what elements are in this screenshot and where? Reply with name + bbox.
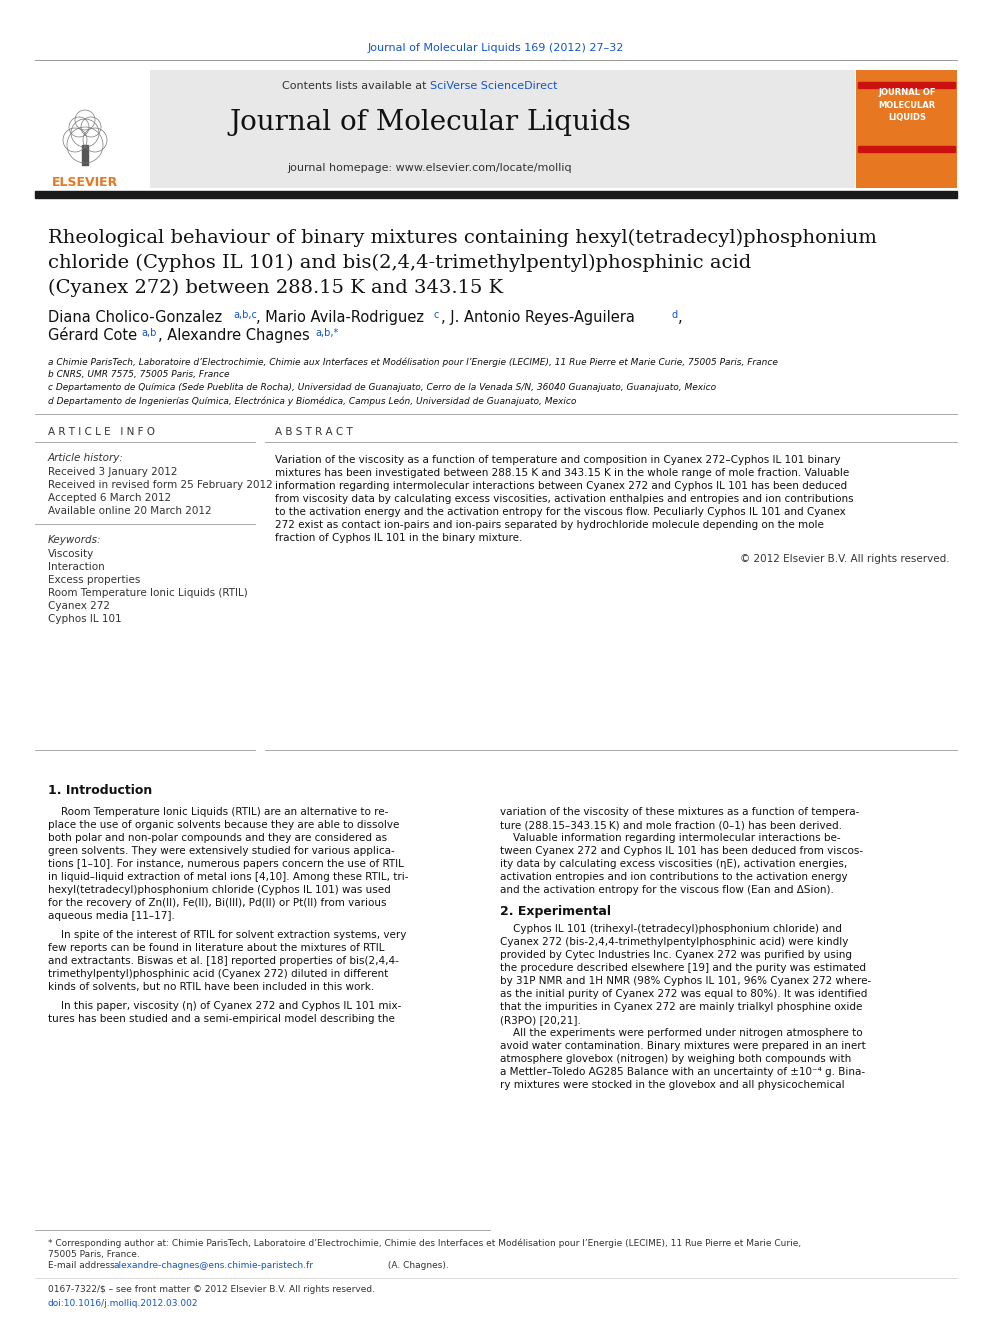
Text: b CNRS, UMR 7575, 75005 Paris, France: b CNRS, UMR 7575, 75005 Paris, France: [48, 370, 229, 380]
Text: (Cyanex 272) between 288.15 K and 343.15 K: (Cyanex 272) between 288.15 K and 343.15…: [48, 279, 503, 298]
Text: provided by Cytec Industries Inc. Cyanex 272 was purified by using: provided by Cytec Industries Inc. Cyanex…: [500, 950, 852, 960]
Text: Journal of Molecular Liquids: Journal of Molecular Liquids: [229, 110, 631, 136]
Text: Article history:: Article history:: [48, 452, 124, 463]
Text: and the activation entropy for the viscous flow (Ean and ΔSion).: and the activation entropy for the visco…: [500, 885, 834, 894]
Text: A R T I C L E   I N F O: A R T I C L E I N F O: [48, 427, 155, 437]
Text: tions [1–10]. For instance, numerous papers concern the use of RTIL: tions [1–10]. For instance, numerous pap…: [48, 859, 404, 869]
Text: Gérard Cote: Gérard Cote: [48, 328, 137, 343]
Text: Cyanex 272: Cyanex 272: [48, 601, 110, 611]
Text: aqueous media [11–17].: aqueous media [11–17].: [48, 912, 175, 921]
Text: Cyphos IL 101 (trihexyl-(tetradecyl)phosphonium chloride) and: Cyphos IL 101 (trihexyl-(tetradecyl)phos…: [500, 923, 842, 934]
Text: trimethylpentyl)phosphinic acid (Cyanex 272) diluted in different: trimethylpentyl)phosphinic acid (Cyanex …: [48, 968, 388, 979]
Text: In spite of the interest of RTIL for solvent extraction systems, very: In spite of the interest of RTIL for sol…: [48, 930, 407, 941]
Text: tween Cyanex 272 and Cyphos IL 101 has been deduced from viscos-: tween Cyanex 272 and Cyphos IL 101 has b…: [500, 845, 863, 856]
Text: information regarding intermolecular interactions between Cyanex 272 and Cyphos : information regarding intermolecular int…: [275, 482, 847, 491]
Text: Journal of Molecular Liquids 169 (2012) 27–32: Journal of Molecular Liquids 169 (2012) …: [368, 44, 624, 53]
Text: ELSEVIER: ELSEVIER: [52, 176, 118, 188]
Bar: [65, 70, 855, 188]
Text: to the activation energy and the activation entropy for the viscous flow. Peculi: to the activation energy and the activat…: [275, 507, 846, 517]
Text: Rheological behaviour of binary mixtures containing hexyl(tetradecyl)phosphonium: Rheological behaviour of binary mixtures…: [48, 229, 877, 247]
Text: green solvents. They were extensively studied for various applica-: green solvents. They were extensively st…: [48, 845, 395, 856]
Text: Viscosity: Viscosity: [48, 549, 94, 560]
Text: ity data by calculating excess viscosities (ηE), activation energies,: ity data by calculating excess viscositi…: [500, 859, 847, 869]
Text: Received in revised form 25 February 2012: Received in revised form 25 February 201…: [48, 480, 273, 490]
Text: the procedure described elsewhere [19] and the purity was estimated: the procedure described elsewhere [19] a…: [500, 963, 866, 972]
Text: c Departamento de Química (Sede Pueblita de Rocha), Universidad de Guanajuato, C: c Departamento de Química (Sede Pueblita…: [48, 384, 716, 393]
Bar: [858, 146, 955, 152]
Text: Valuable information regarding intermolecular interactions be-: Valuable information regarding intermole…: [500, 833, 840, 843]
Text: Interaction: Interaction: [48, 562, 105, 572]
Text: 75005 Paris, France.: 75005 Paris, France.: [48, 1249, 140, 1258]
Text: c: c: [433, 310, 438, 320]
Text: (R3PO) [20,21].: (R3PO) [20,21].: [500, 1015, 581, 1025]
Text: hexyl(tetradecyl)phosphonium chloride (Cyphos IL 101) was used: hexyl(tetradecyl)phosphonium chloride (C…: [48, 885, 391, 894]
Text: Diana Cholico-Gonzalez: Diana Cholico-Gonzalez: [48, 310, 222, 325]
Text: Variation of the viscosity as a function of temperature and composition in Cyane: Variation of the viscosity as a function…: [275, 455, 840, 464]
Text: atmosphere glovebox (nitrogen) by weighing both compounds with: atmosphere glovebox (nitrogen) by weighi…: [500, 1054, 851, 1064]
Text: ,: ,: [678, 310, 682, 325]
Text: for the recovery of Zn(II), Fe(II), Bi(III), Pd(II) or Pt(II) from various: for the recovery of Zn(II), Fe(II), Bi(I…: [48, 898, 387, 908]
Text: 272 exist as contact ion-pairs and ion-pairs separated by hydrochloride molecule: 272 exist as contact ion-pairs and ion-p…: [275, 520, 824, 531]
Text: a,b: a,b: [141, 328, 157, 337]
Text: place the use of organic solvents because they are able to dissolve: place the use of organic solvents becaus…: [48, 820, 400, 830]
Text: variation of the viscosity of these mixtures as a function of tempera-: variation of the viscosity of these mixt…: [500, 807, 859, 818]
Text: in liquid–liquid extraction of metal ions [4,10]. Among these RTIL, tri-: in liquid–liquid extraction of metal ion…: [48, 872, 409, 882]
Text: , Alexandre Chagnes: , Alexandre Chagnes: [158, 328, 310, 343]
Text: chloride (Cyphos IL 101) and bis(2,4,4-trimethylpentyl)phosphinic acid: chloride (Cyphos IL 101) and bis(2,4,4-t…: [48, 254, 751, 273]
Text: SciVerse ScienceDirect: SciVerse ScienceDirect: [430, 81, 558, 91]
Bar: [856, 70, 957, 188]
Text: few reports can be found in literature about the mixtures of RTIL: few reports can be found in literature a…: [48, 943, 385, 953]
Text: (A. Chagnes).: (A. Chagnes).: [385, 1261, 448, 1270]
Bar: [35, 70, 150, 188]
Text: E-mail address:: E-mail address:: [48, 1261, 120, 1270]
Text: , Mario Avila-Rodriguez: , Mario Avila-Rodriguez: [256, 310, 424, 325]
Text: both polar and non-polar compounds and they are considered as: both polar and non-polar compounds and t…: [48, 833, 387, 843]
Text: Cyanex 272 (bis-2,4,4-trimethylpentylphosphinic acid) were kindly: Cyanex 272 (bis-2,4,4-trimethylpentylpho…: [500, 937, 848, 947]
Text: Received 3 January 2012: Received 3 January 2012: [48, 467, 178, 478]
Text: 0167-7322/$ – see front matter © 2012 Elsevier B.V. All rights reserved.: 0167-7322/$ – see front matter © 2012 El…: [48, 1286, 375, 1294]
Text: Keywords:: Keywords:: [48, 534, 101, 545]
Bar: [858, 82, 955, 89]
Text: kinds of solvents, but no RTIL have been included in this work.: kinds of solvents, but no RTIL have been…: [48, 982, 374, 992]
Bar: [35, 191, 957, 198]
Text: JOURNAL OF
MOLECULAR
LIQUIDS: JOURNAL OF MOLECULAR LIQUIDS: [878, 89, 935, 122]
Text: doi:10.1016/j.molliq.2012.03.002: doi:10.1016/j.molliq.2012.03.002: [48, 1298, 198, 1307]
Text: , J. Antonio Reyes-Aguilera: , J. Antonio Reyes-Aguilera: [441, 310, 635, 325]
Bar: [82, 146, 88, 165]
Text: journal homepage: www.elsevier.com/locate/molliq: journal homepage: www.elsevier.com/locat…: [288, 163, 572, 173]
Text: 1. Introduction: 1. Introduction: [48, 783, 152, 796]
Text: Cyphos IL 101: Cyphos IL 101: [48, 614, 122, 624]
Text: mixtures has been investigated between 288.15 K and 343.15 K in the whole range : mixtures has been investigated between 2…: [275, 468, 849, 478]
Text: © 2012 Elsevier B.V. All rights reserved.: © 2012 Elsevier B.V. All rights reserved…: [740, 554, 950, 564]
Text: Available online 20 March 2012: Available online 20 March 2012: [48, 505, 211, 516]
Text: A B S T R A C T: A B S T R A C T: [275, 427, 353, 437]
Text: as the initial purity of Cyanex 272 was equal to 80%). It was identified: as the initial purity of Cyanex 272 was …: [500, 990, 867, 999]
Text: d: d: [671, 310, 678, 320]
Text: Accepted 6 March 2012: Accepted 6 March 2012: [48, 493, 172, 503]
Text: Room Temperature Ionic Liquids (RTIL): Room Temperature Ionic Liquids (RTIL): [48, 587, 248, 598]
Text: 2. Experimental: 2. Experimental: [500, 905, 611, 917]
Text: avoid water contamination. Binary mixtures were prepared in an inert: avoid water contamination. Binary mixtur…: [500, 1041, 866, 1050]
Text: In this paper, viscosity (η) of Cyanex 272 and Cyphos IL 101 mix-: In this paper, viscosity (η) of Cyanex 2…: [48, 1002, 402, 1011]
Text: All the experiments were performed under nitrogen atmosphere to: All the experiments were performed under…: [500, 1028, 863, 1039]
Text: from viscosity data by calculating excess viscosities, activation enthalpies and: from viscosity data by calculating exces…: [275, 493, 854, 504]
Text: activation entropies and ion contributions to the activation energy: activation entropies and ion contributio…: [500, 872, 847, 882]
Text: d Departamento de Ingenierías Química, Electrónica y Biomédica, Campus León, Uni: d Departamento de Ingenierías Química, E…: [48, 397, 576, 406]
Text: that the impurities in Cyanex 272 are mainly trialkyl phosphine oxide: that the impurities in Cyanex 272 are ma…: [500, 1002, 862, 1012]
Text: by 31P NMR and 1H NMR (98% Cyphos IL 101, 96% Cyanex 272 where-: by 31P NMR and 1H NMR (98% Cyphos IL 101…: [500, 976, 871, 986]
Text: a Chimie ParisTech, Laboratoire d’Electrochimie, Chimie aux Interfaces et Modéli: a Chimie ParisTech, Laboratoire d’Electr…: [48, 357, 778, 366]
Text: a,b,c: a,b,c: [233, 310, 257, 320]
Text: and extractants. Biswas et al. [18] reported properties of bis(2,4,4-: and extractants. Biswas et al. [18] repo…: [48, 957, 399, 966]
Text: Room Temperature Ionic Liquids (RTIL) are an alternative to re-: Room Temperature Ionic Liquids (RTIL) ar…: [48, 807, 389, 818]
Text: Excess properties: Excess properties: [48, 576, 141, 585]
Text: ry mixtures were stocked in the glovebox and all physicochemical: ry mixtures were stocked in the glovebox…: [500, 1080, 844, 1090]
Text: * Corresponding author at: Chimie ParisTech, Laboratoire d’Electrochimie, Chimie: * Corresponding author at: Chimie ParisT…: [48, 1238, 802, 1248]
Text: alexandre-chagnes@ens.chimie-paristech.fr: alexandre-chagnes@ens.chimie-paristech.f…: [113, 1261, 313, 1270]
Text: Contents lists available at: Contents lists available at: [282, 81, 430, 91]
Text: a Mettler–Toledo AG285 Balance with an uncertainty of ±10⁻⁴ g. Bina-: a Mettler–Toledo AG285 Balance with an u…: [500, 1068, 865, 1077]
Text: ture (288.15–343.15 K) and mole fraction (0–1) has been derived.: ture (288.15–343.15 K) and mole fraction…: [500, 820, 842, 830]
Text: fraction of Cyphos IL 101 in the binary mixture.: fraction of Cyphos IL 101 in the binary …: [275, 533, 523, 542]
Text: a,b,*: a,b,*: [315, 328, 338, 337]
Text: tures has been studied and a semi-empirical model describing the: tures has been studied and a semi-empiri…: [48, 1013, 395, 1024]
